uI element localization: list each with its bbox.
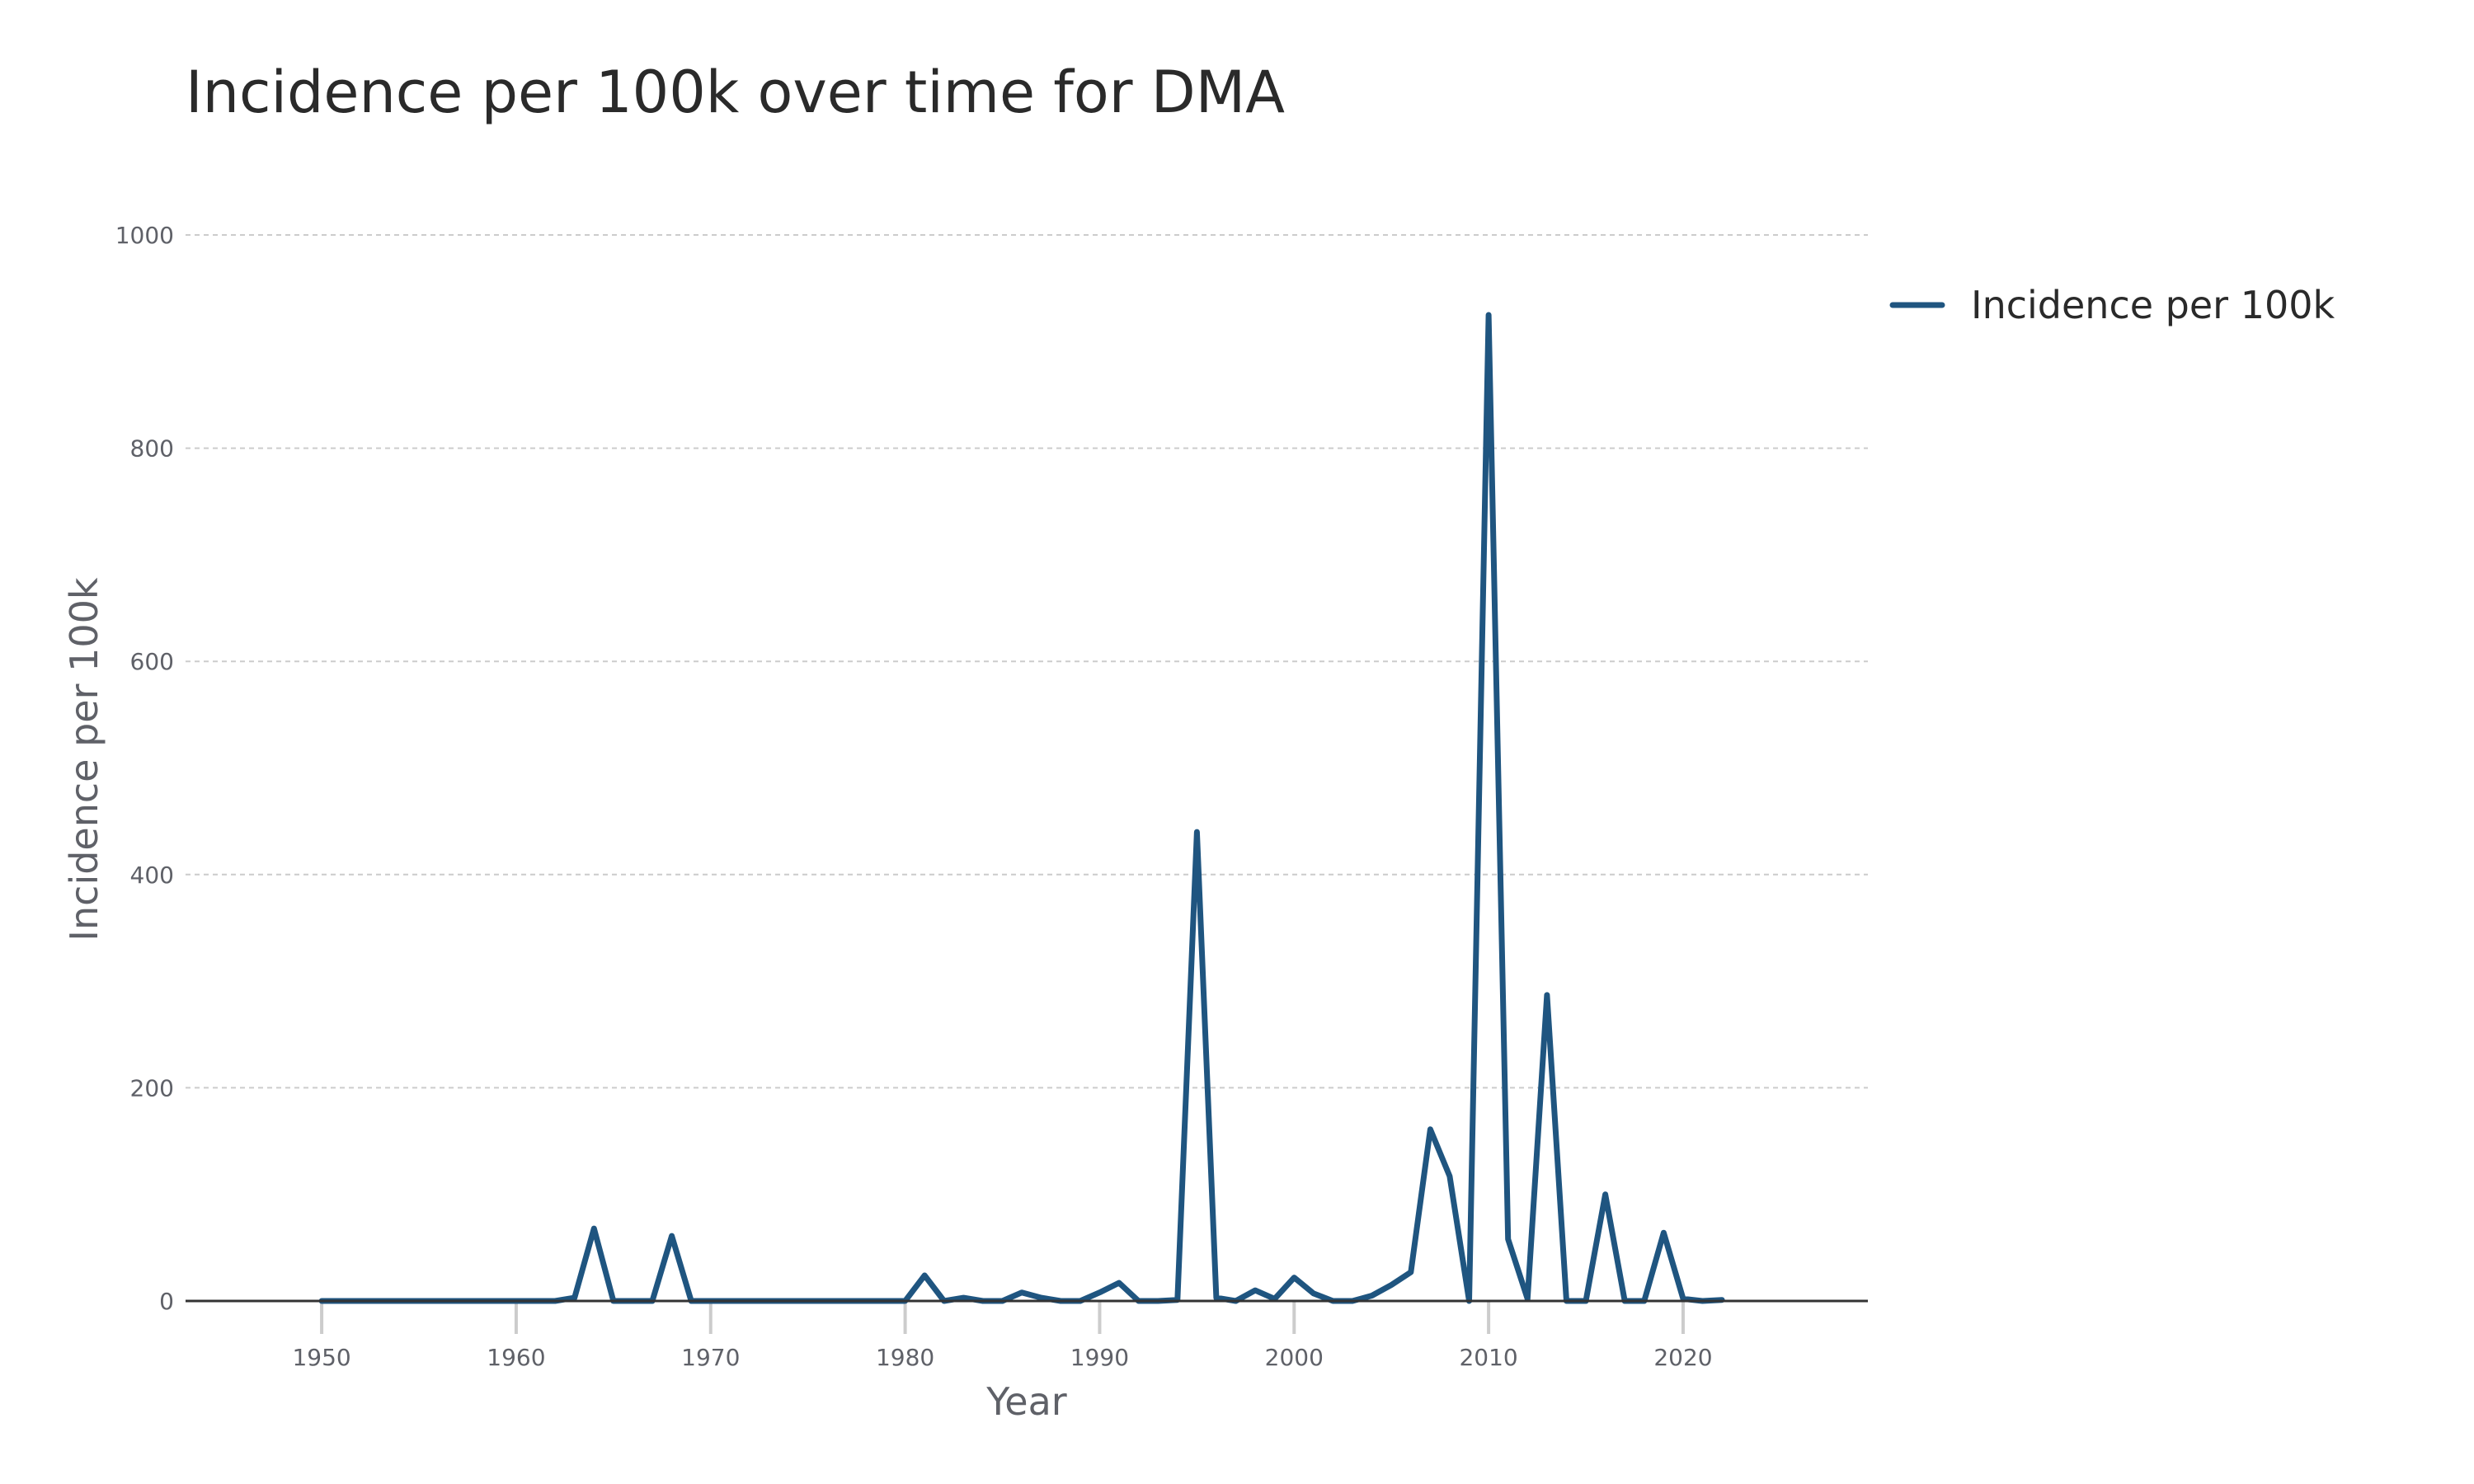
- y-axis: 0 200 400 600 800 1000: [115, 222, 174, 1315]
- x-tick-label: 1990: [1070, 1344, 1129, 1371]
- x-tick-label: 1960: [487, 1344, 545, 1371]
- x-tick-label: 2020: [1653, 1344, 1712, 1371]
- y-tick-label: 600: [130, 648, 174, 675]
- x-tick-label: 2010: [1459, 1344, 1517, 1371]
- y-tick-label: 1000: [115, 222, 174, 249]
- y-tick-label: 0: [159, 1288, 174, 1315]
- x-tick-label: 1980: [876, 1344, 934, 1371]
- y-tick-label: 400: [130, 862, 174, 889]
- legend[interactable]: Incidence per 100k: [1889, 283, 2335, 327]
- y-tick-label: 800: [130, 435, 174, 463]
- series-line: [318, 312, 1725, 1304]
- y-axis-title: Incidence per 100k: [62, 577, 106, 941]
- y-tick-label: 200: [130, 1074, 174, 1101]
- x-tick-label: 1950: [292, 1344, 350, 1371]
- legend-label: Incidence per 100k: [1971, 283, 2335, 327]
- chart-title: Incidence per 100k over time for DMA: [186, 59, 1285, 126]
- x-tick-label: 1970: [681, 1344, 740, 1371]
- series-layer: [318, 312, 1725, 1304]
- x-axis-title: Year: [985, 1379, 1066, 1424]
- grid-lines: [186, 234, 1868, 1089]
- x-tick-label: 2000: [1265, 1344, 1324, 1371]
- x-axis: 1950 1960 1970 1980 1990 2000 2010 2020: [292, 1301, 1713, 1371]
